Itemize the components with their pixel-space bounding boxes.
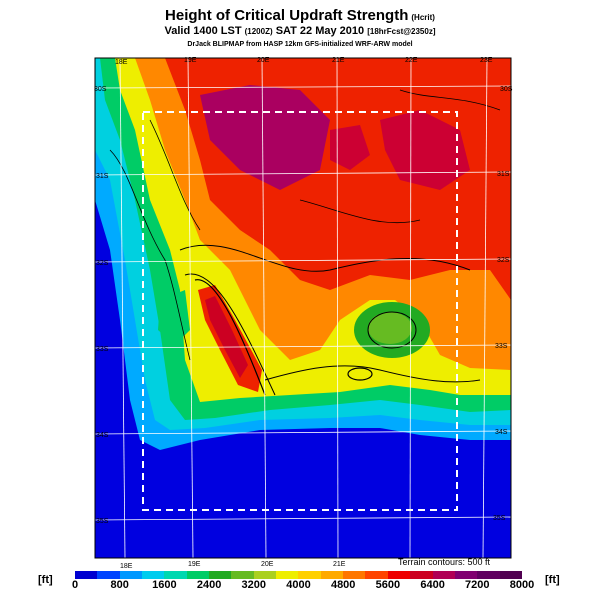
terrain-contour [347, 367, 373, 381]
colorbar-swatch [343, 571, 366, 579]
colorbar-swatch [298, 571, 321, 579]
terrain-contour [179, 244, 471, 272]
colorbar-swatch [365, 571, 388, 579]
terrain-contour [194, 279, 266, 396]
chart-title: Height of Critical Updraft Strength (Hcri… [0, 7, 600, 24]
valid-date: SAT 22 May 2010 [275, 25, 365, 37]
colorbar [75, 571, 522, 579]
lon-label-top: 22E [405, 57, 418, 64]
valid-time: Valid 1400 LST (1200Z) SAT 22 May 2010 [… [0, 25, 600, 37]
colorbar-tick-label: 1600 [152, 579, 177, 591]
colorbar-tick-label: 3200 [241, 579, 267, 591]
source-line: DrJack BLIPMAP from HASP 12km GFS-initia… [187, 41, 413, 48]
colorbar-tick-label: 800 [110, 579, 129, 591]
field-layer [95, 58, 511, 558]
colorbar-tick-label: 4000 [286, 579, 311, 591]
colorbar-tick-label: 5600 [375, 579, 401, 591]
colorbar-tick-label: 6400 [420, 579, 445, 591]
purple-core-east [380, 110, 470, 190]
valid-z: (1200Z) [244, 27, 273, 36]
colorbar-swatch [231, 571, 254, 579]
colorbar-tick-label: 4800 [330, 579, 356, 591]
lat-label-right: 32S [497, 257, 510, 264]
colorbar-swatch [119, 571, 143, 579]
terrain-contour [264, 365, 481, 383]
lat-label-left: 30S [94, 86, 107, 93]
colorbar-swatch [164, 571, 187, 579]
terrain-contour [299, 199, 421, 224]
colorbar-swatch [499, 571, 522, 579]
inner-domain-boundary [142, 111, 458, 511]
terrain-contour [149, 119, 201, 231]
lon-label-top: 21E [332, 57, 345, 64]
lat-label-left: 35S [96, 518, 109, 525]
valid-fcst: [18hrFcst@2350z] [367, 27, 436, 36]
colorbar-tick-label: 0 [71, 579, 79, 591]
lon-label-top: 19E [184, 57, 197, 64]
colorbar-swatch [410, 571, 433, 579]
lat-label-right: 30S [500, 86, 513, 93]
lon-label-top: 18E [115, 59, 128, 66]
lon-label-top: 20E [257, 57, 270, 64]
colorbar-swatch [276, 571, 299, 579]
green-patch-west [158, 290, 190, 345]
green-basin-core [368, 312, 412, 344]
title-units: (Hcrit) [411, 13, 435, 22]
colorbar-swatch [186, 571, 210, 579]
terrain-contours-note: Terrain contours: 500 ft [398, 557, 491, 567]
colorbar-unit-left: [ft] [38, 574, 53, 586]
colorbar-swatch [432, 571, 455, 579]
valid-main: Valid 1400 LST [164, 25, 242, 37]
colorbar-swatch [75, 571, 98, 579]
lon-label-bottom: 18E [120, 563, 133, 570]
lat-label-left: 34S [96, 432, 109, 439]
colorbar-swatch [253, 571, 277, 579]
colorbar-tick-label: 2400 [196, 579, 222, 591]
colorbar-tick-label: 8000 [509, 579, 535, 591]
title-text: Height of Critical Updraft Strength [165, 7, 409, 24]
colorbar-swatch [97, 571, 120, 579]
colorbar-swatch [387, 571, 411, 579]
lat-label-right: 33S [495, 343, 508, 350]
colorbar-swatch [477, 571, 500, 579]
red-ridge-core [205, 296, 248, 378]
lon-label-bottom: 20E [261, 561, 274, 568]
lat-label-right: 34S [495, 429, 508, 436]
colorbar-tick-label: 7200 [465, 579, 490, 591]
latlon-grid [95, 58, 511, 558]
lat-label-right: 35S [493, 515, 506, 522]
colorbar-ticks: 0 800 1600 2400 3200 4000 4800 5600 6400 7200 8000 [0, 579, 600, 597]
lat-label-left: 33S [96, 346, 109, 353]
lon-label-bottom: 19E [188, 561, 201, 568]
lat-label-left: 31S [96, 173, 109, 180]
terrain-contour [367, 311, 417, 349]
colorbar-swatch [454, 571, 478, 579]
lat-label-right: 31S [497, 171, 510, 178]
colorbar-swatch [209, 571, 232, 579]
lon-label-top: 23E [480, 57, 493, 64]
colorbar-swatch [142, 571, 165, 579]
purple-core-mid [330, 125, 370, 170]
lat-label-left: 32S [96, 260, 109, 267]
map-frame [94, 57, 512, 559]
terrain-contour [109, 149, 191, 361]
terrain-contour [399, 89, 501, 111]
colorbar-swatch [320, 571, 344, 579]
lon-label-bottom: 21E [333, 561, 346, 568]
colorbar-unit-right: [ft] [545, 574, 560, 586]
